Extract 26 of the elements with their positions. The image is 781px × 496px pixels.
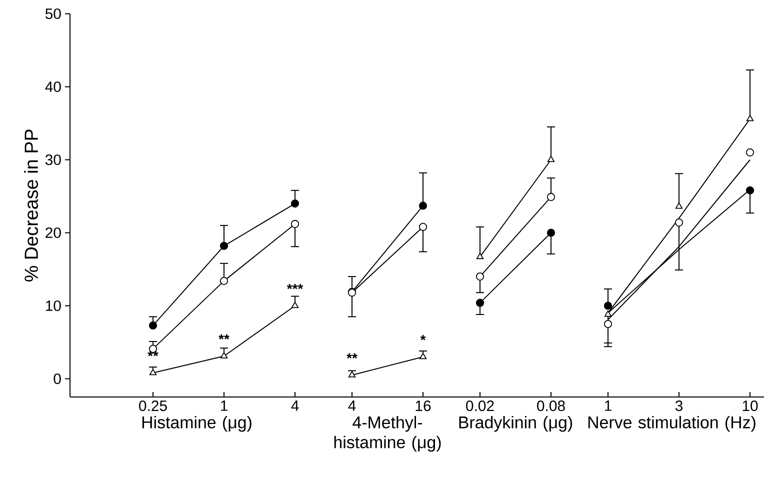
annotation: ** [148, 351, 158, 356]
x-tick-label: 4 [291, 400, 299, 411]
x-tick-label: 4 [348, 400, 356, 411]
x-tick-label: 16 [416, 400, 431, 412]
annotation: * [420, 335, 426, 340]
annotation: ** [218, 334, 230, 340]
x-axis-title: 4-Methyl-histamine (μg) [334, 416, 441, 452]
y-tick-label: 20 [46, 227, 61, 238]
x-axis-title: Histamine (μg) [142, 416, 252, 432]
x-axis-title: Nerve stimulation (Hz) [588, 416, 756, 432]
x-tick-label: 0.02 [466, 400, 494, 412]
x-tick-label: 3 [675, 400, 683, 412]
y-tick-label: 40 [45, 81, 61, 92]
y-tick-label: 30 [45, 154, 61, 166]
y-tick-label: 10 [46, 300, 61, 312]
x-tick-label: 0.25 [139, 400, 167, 412]
annotation: ** [346, 353, 358, 358]
x-tick-label: 0.08 [537, 400, 565, 412]
x-tick-label: 1 [220, 400, 228, 411]
y-tick-label: 50 [45, 8, 61, 20]
x-tick-label: 1 [604, 400, 612, 411]
x-tick-label: 10 [742, 400, 758, 412]
y-tick-label: 0 [54, 373, 61, 384]
x-axis-title: Bradykinin (μg) [459, 416, 572, 432]
y-axis-title: % Decrease in PP [24, 130, 38, 282]
annotation: *** [286, 284, 304, 290]
